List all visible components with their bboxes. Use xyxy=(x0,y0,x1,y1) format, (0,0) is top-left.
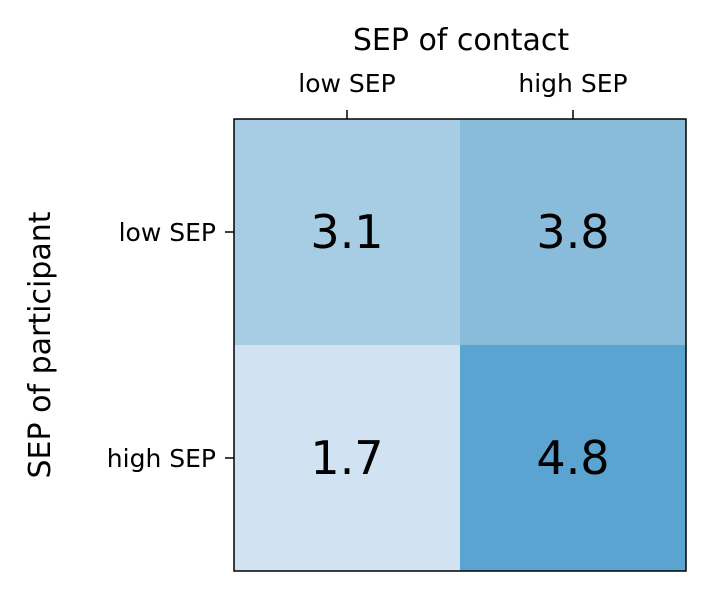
cell-value-label: 4.8 xyxy=(536,431,609,485)
heatmap-cell xyxy=(460,345,686,571)
heatmap-cell xyxy=(234,119,460,345)
y-tick-label: high SEP xyxy=(107,444,216,473)
x-tick-label: low SEP xyxy=(298,69,395,98)
heatmap-cell xyxy=(460,119,686,345)
plot-frame xyxy=(233,118,687,572)
cell-value-label: 1.7 xyxy=(310,431,383,485)
x-tick-label: high SEP xyxy=(518,69,627,98)
axis-ticks: low SEP high SEP low SEP high SEP xyxy=(107,69,628,473)
heatmap-cell xyxy=(234,345,460,571)
heatmap-cells: 3.1 3.8 1.7 4.8 xyxy=(234,119,686,571)
cell-value-label: 3.1 xyxy=(310,205,383,259)
cell-value-label: 3.8 xyxy=(536,205,609,259)
y-tick-label: low SEP xyxy=(119,218,216,247)
y-axis-title: SEP of participant xyxy=(23,211,58,478)
x-axis-title: SEP of contact xyxy=(353,23,570,58)
